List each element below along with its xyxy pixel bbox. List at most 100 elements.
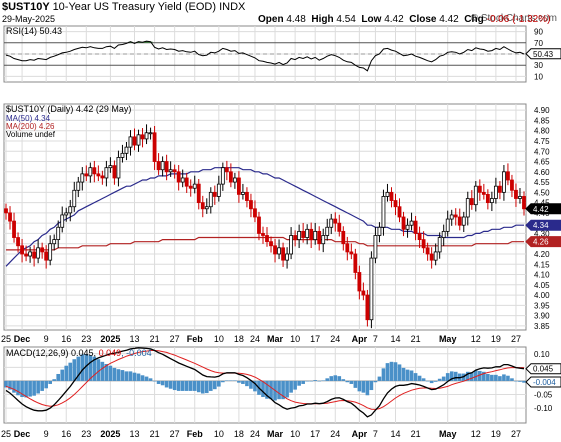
macd-histogram-bar bbox=[144, 376, 149, 381]
candle bbox=[481, 183, 486, 200]
candle-body bbox=[48, 243, 53, 261]
macd-histogram-bar bbox=[180, 380, 185, 391]
candle bbox=[180, 169, 185, 188]
macd-histogram-bar bbox=[329, 376, 334, 381]
price-tick-label: 3.90 bbox=[534, 312, 550, 321]
macd-histogram-bar bbox=[385, 363, 390, 381]
candle-body bbox=[52, 239, 57, 245]
candle bbox=[24, 245, 28, 262]
macd-value-tag: 0.045 bbox=[525, 363, 561, 375]
price-tag-box bbox=[525, 219, 561, 231]
candle bbox=[4, 203, 8, 220]
candle bbox=[510, 174, 514, 198]
candle-body bbox=[68, 206, 73, 214]
macd-histogram-bar bbox=[156, 380, 161, 384]
macd-value-tag-text: 0.045 bbox=[533, 365, 554, 374]
candle-body bbox=[257, 216, 261, 234]
candle bbox=[377, 222, 382, 243]
candle-body bbox=[261, 233, 265, 236]
candle bbox=[160, 156, 165, 177]
x-tick-label-bottom: 25 bbox=[1, 429, 11, 439]
chg-label: Chg bbox=[464, 14, 484, 25]
macd-histogram-bar bbox=[317, 380, 322, 382]
macd-histogram-bar bbox=[108, 365, 113, 381]
candle-body bbox=[216, 183, 221, 197]
candle-body bbox=[84, 173, 89, 177]
macd-histogram-bar bbox=[12, 380, 16, 393]
macd-histogram-bar bbox=[269, 380, 273, 400]
candle-body bbox=[112, 165, 117, 179]
close-label: Close bbox=[409, 14, 437, 25]
candle-body bbox=[108, 165, 113, 169]
macd-histogram-bar bbox=[469, 372, 474, 381]
candle-body bbox=[92, 167, 97, 175]
macd-histogram-bar bbox=[261, 380, 265, 397]
x-tick-label-bottom: Mar bbox=[267, 429, 284, 439]
macd-histogram-bar bbox=[510, 378, 514, 381]
candle bbox=[236, 171, 241, 203]
x-tick-label: 24 bbox=[250, 334, 260, 344]
candle-body bbox=[405, 224, 410, 230]
candle-body bbox=[369, 257, 374, 321]
candle bbox=[216, 175, 221, 202]
candle-body bbox=[497, 185, 502, 193]
candle bbox=[96, 165, 101, 182]
candle bbox=[485, 189, 490, 210]
price-tick-label: 4.75 bbox=[534, 137, 550, 146]
candle bbox=[261, 226, 265, 244]
macd-histogram-bar bbox=[502, 374, 506, 381]
price-tick-label: 3.95 bbox=[534, 301, 550, 310]
macd-tick-label: 0.10 bbox=[534, 350, 550, 359]
candle bbox=[269, 236, 273, 253]
candle-body bbox=[373, 235, 378, 259]
candle-body bbox=[389, 191, 394, 201]
x-tick-label-bottom: 23 bbox=[81, 429, 91, 439]
macd-histogram-bar bbox=[321, 380, 326, 381]
x-tick-label: 10 bbox=[290, 334, 300, 344]
x-tick-label-bottom: 10 bbox=[290, 429, 300, 439]
x-tick-label: 7 bbox=[373, 334, 378, 344]
x-tick-label-bottom: 10 bbox=[214, 429, 224, 439]
candle-body bbox=[309, 228, 314, 240]
price-tick-label: 4.80 bbox=[534, 127, 550, 136]
candle bbox=[52, 234, 57, 251]
candle bbox=[293, 230, 298, 247]
candle bbox=[212, 185, 217, 205]
candle-body bbox=[277, 247, 281, 255]
candle-body bbox=[365, 294, 370, 321]
candle-body bbox=[36, 247, 41, 259]
candle-body bbox=[393, 200, 398, 208]
macd-histogram-bar bbox=[405, 369, 410, 381]
candle-body bbox=[473, 185, 478, 206]
candle bbox=[297, 224, 302, 249]
candle bbox=[148, 127, 153, 140]
macd-histogram-bar bbox=[60, 369, 65, 381]
macd-histogram-bar bbox=[309, 380, 313, 382]
macd-histogram-bar bbox=[453, 371, 458, 381]
candle bbox=[393, 193, 398, 216]
candle-body bbox=[164, 161, 169, 173]
candle-body bbox=[120, 152, 125, 158]
ma50-line bbox=[5, 167, 524, 267]
candle-body bbox=[28, 251, 33, 257]
x-tick-label: 27 bbox=[170, 334, 180, 344]
x-tick-label: 13 bbox=[129, 334, 139, 344]
candle-body bbox=[20, 245, 24, 255]
candle bbox=[265, 227, 269, 247]
candle-body bbox=[156, 161, 161, 171]
candle bbox=[461, 211, 466, 232]
candle-body bbox=[128, 136, 133, 148]
candle-body bbox=[220, 167, 225, 185]
candle bbox=[228, 163, 233, 188]
macd-histogram-bar bbox=[313, 380, 317, 381]
candle bbox=[20, 238, 24, 263]
macd-legend-part: MACD(12,26,9) bbox=[6, 348, 71, 358]
candle-body bbox=[489, 198, 494, 204]
candle-body bbox=[116, 157, 121, 179]
candle bbox=[273, 238, 277, 263]
candle bbox=[413, 215, 418, 241]
candle bbox=[465, 191, 470, 226]
x-tick-label-bottom: Feb bbox=[187, 429, 204, 439]
macd-histogram-bar bbox=[16, 380, 20, 396]
candle-body bbox=[44, 251, 49, 261]
